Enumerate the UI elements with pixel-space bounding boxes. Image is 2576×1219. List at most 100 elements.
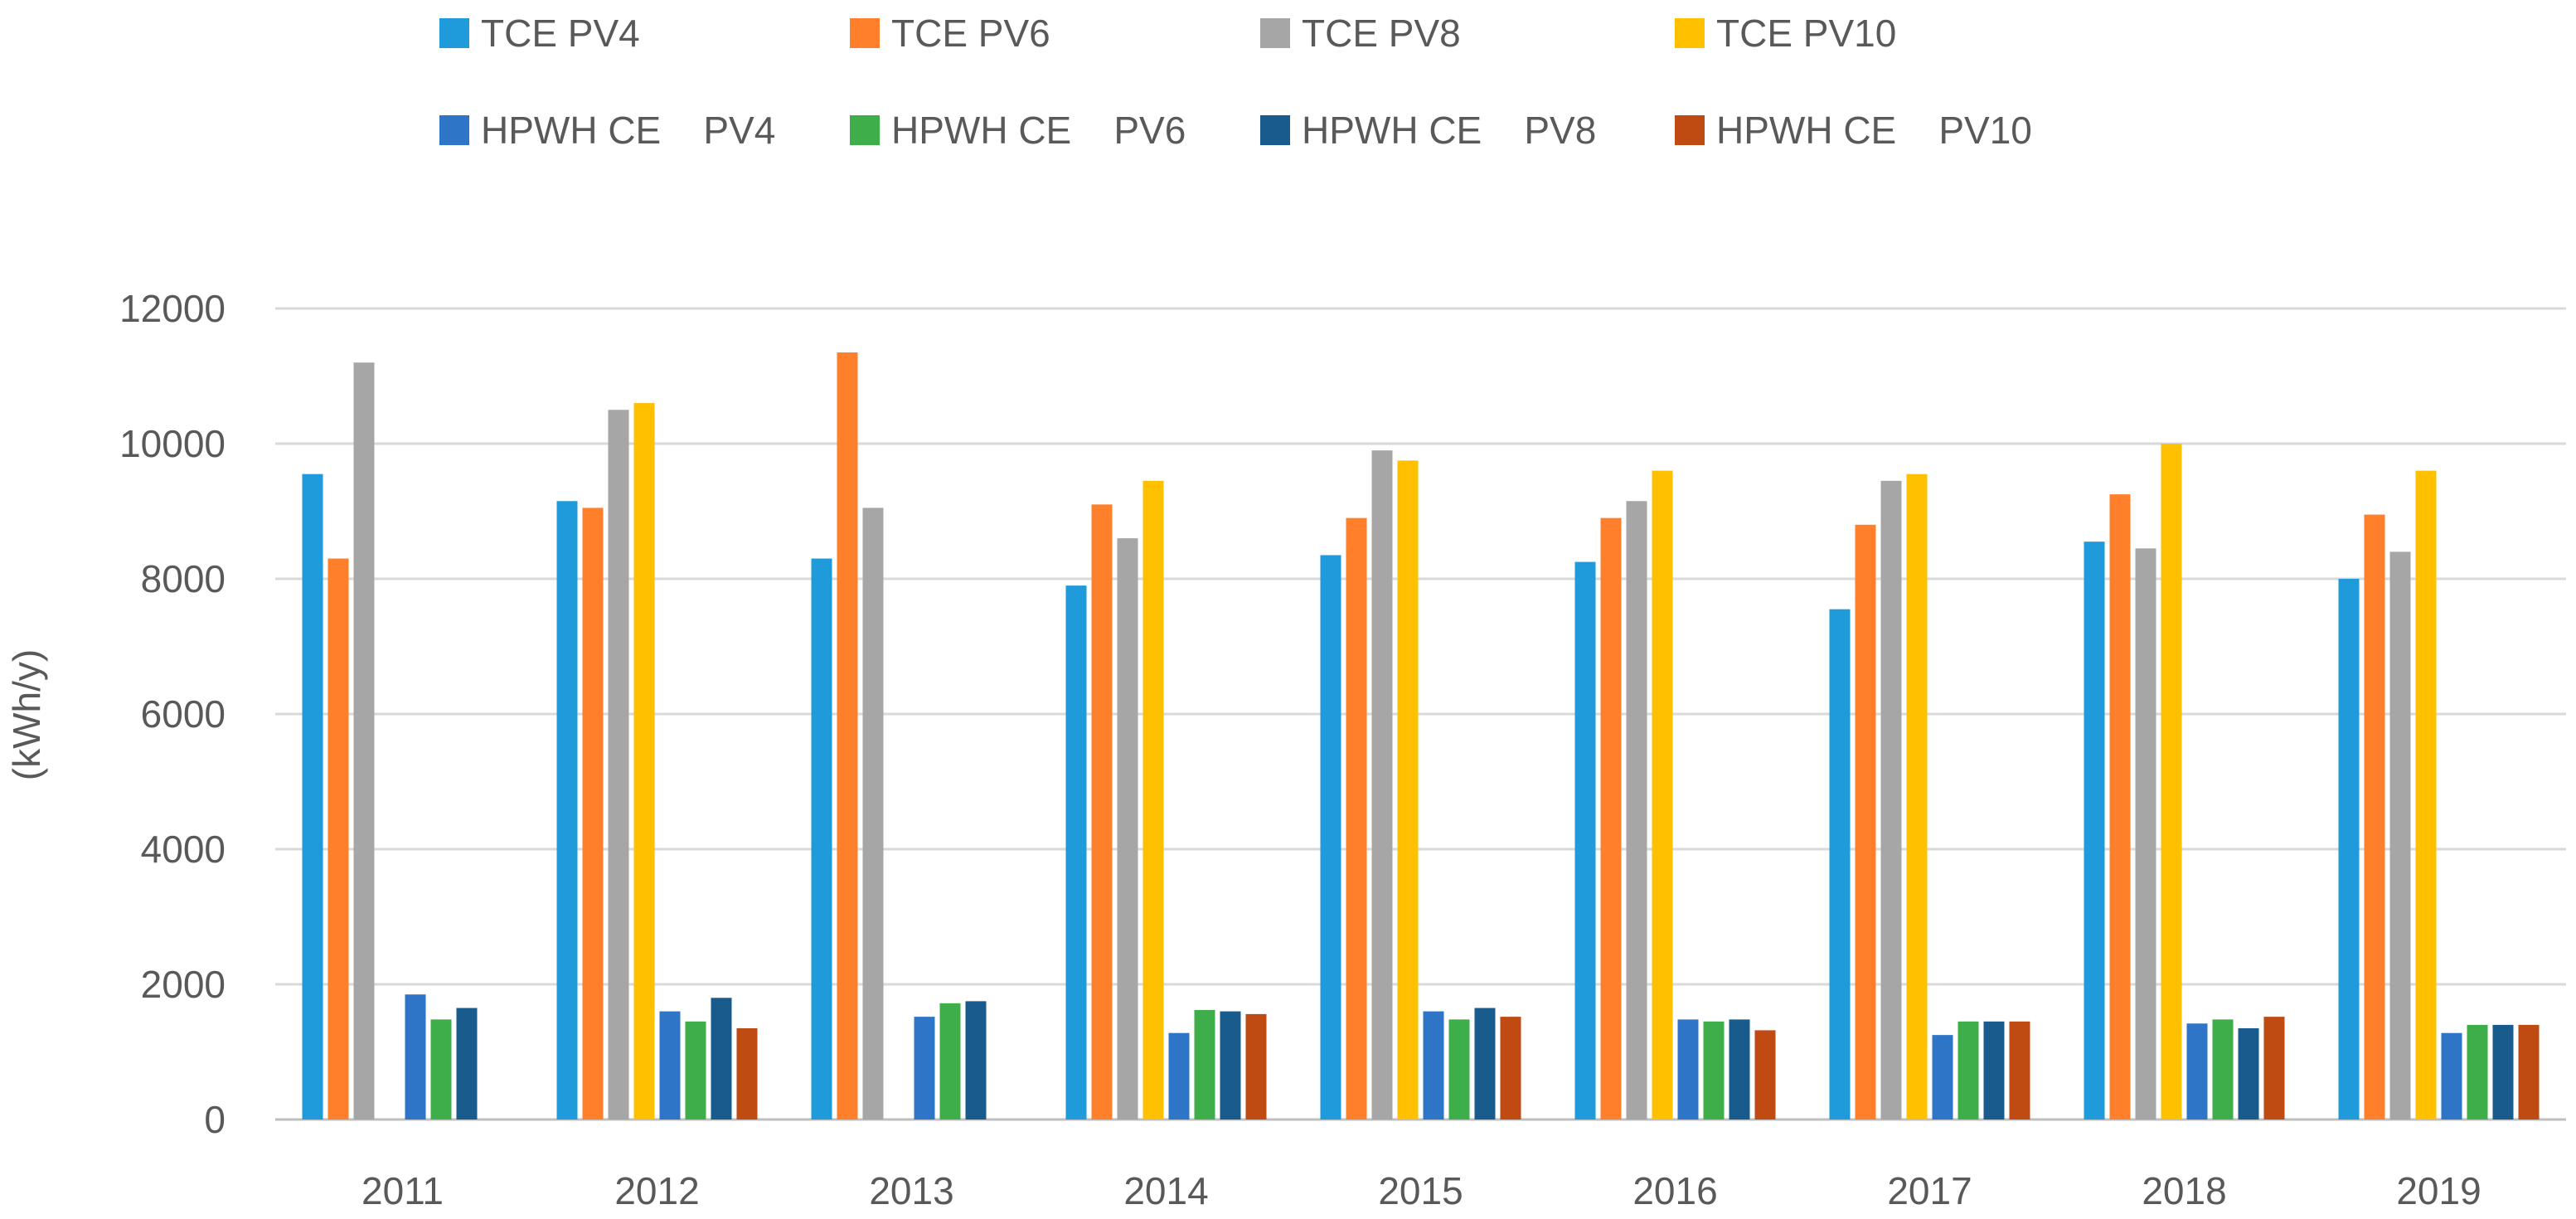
bar	[302, 474, 323, 1119]
bar	[1880, 480, 1902, 1119]
x-tick-label: 2015	[1378, 1169, 1463, 1212]
bar	[1117, 538, 1138, 1119]
legend-label: TCE PV6	[891, 12, 1050, 55]
legend-label: TCE PV4	[481, 12, 640, 55]
bars	[302, 352, 2540, 1120]
bar	[1091, 504, 1113, 1119]
bar	[736, 1027, 758, 1119]
bar	[1194, 1009, 1215, 1119]
bar	[2415, 470, 2437, 1119]
y-tick-label: 0	[204, 1098, 226, 1141]
bar	[837, 352, 858, 1120]
bar	[659, 1011, 681, 1119]
legend-label: HPWH CE PV4	[481, 109, 775, 152]
legend-label: HPWH CE PV8	[1302, 109, 1596, 152]
bar	[1855, 524, 1876, 1119]
bar	[633, 403, 655, 1120]
bar	[1754, 1030, 1776, 1119]
x-tick-label: 2011	[361, 1169, 444, 1212]
bar	[2518, 1024, 2540, 1119]
x-tick-label: 2019	[2396, 1169, 2481, 1212]
y-axis-title: (kWh/y)	[5, 649, 48, 780]
y-tick-label: 2000	[141, 963, 226, 1006]
x-tick-label: 2017	[1887, 1169, 1972, 1212]
x-tick-label: 2013	[869, 1169, 953, 1212]
bar	[2492, 1024, 2514, 1119]
bar	[2441, 1032, 2462, 1119]
bar	[1703, 1021, 1725, 1119]
x-axis: 2011 2012 2013 2014 2015 2016 2017 2018 2019	[361, 1169, 2481, 1212]
bar	[2009, 1021, 2030, 1119]
bar	[1346, 517, 1367, 1119]
bar	[1729, 1019, 1750, 1119]
bar	[1574, 561, 1596, 1119]
bar	[2212, 1019, 2234, 1119]
bar	[582, 508, 604, 1119]
bar	[862, 508, 884, 1119]
bar	[1142, 480, 1164, 1119]
legend-swatch	[439, 115, 469, 145]
bar	[2238, 1027, 2259, 1119]
bar	[2389, 551, 2411, 1119]
bar	[2338, 579, 2360, 1119]
bar	[456, 1008, 478, 1119]
bar	[2084, 542, 2105, 1119]
bar	[1957, 1021, 1979, 1119]
legend-swatch	[1675, 18, 1705, 48]
legend-label: HPWH CE PV10	[1716, 109, 2032, 152]
x-tick-label: 2014	[1123, 1169, 1208, 1212]
bar	[2186, 1023, 2208, 1119]
bar	[1983, 1021, 2005, 1119]
bar	[1677, 1019, 1699, 1119]
x-tick-label: 2016	[1632, 1169, 1717, 1212]
bar	[685, 1021, 706, 1119]
bar	[1500, 1017, 1521, 1119]
bar	[353, 362, 375, 1119]
bar	[1245, 1013, 1267, 1119]
bar	[914, 1017, 935, 1119]
bar	[2109, 494, 2131, 1119]
bar	[939, 1003, 961, 1119]
y-tick-label: 12000	[119, 287, 226, 330]
bar	[2161, 444, 2182, 1119]
bar	[1932, 1035, 1953, 1119]
bar	[1065, 585, 1087, 1119]
x-tick-label: 2018	[2142, 1169, 2226, 1212]
legend-swatch	[850, 115, 880, 145]
bar	[1397, 460, 1419, 1119]
y-tick-label: 6000	[141, 692, 226, 736]
bar	[1423, 1011, 1444, 1119]
y-tick-label: 4000	[141, 828, 226, 871]
bar	[2467, 1024, 2488, 1119]
legend-label: HPWH CE PV6	[891, 109, 1186, 152]
bar	[965, 1001, 987, 1119]
y-axis: 0 2000 4000 6000 8000 10000 12000	[119, 287, 226, 1141]
y-tick-label: 10000	[119, 422, 226, 465]
legend-label: TCE PV10	[1716, 12, 1896, 55]
legend: TCE PV4 TCE PV6 TCE PV8 TCE PV10 HPWH CE PV4…	[439, 12, 2032, 152]
bar	[1600, 517, 1622, 1119]
bar	[1371, 450, 1393, 1119]
legend-swatch	[1675, 115, 1705, 145]
legend-swatch	[1260, 115, 1290, 145]
legend-swatch	[1260, 18, 1290, 48]
bar	[2135, 548, 2156, 1119]
bar	[556, 501, 578, 1119]
bar	[1220, 1011, 1241, 1119]
bar	[1829, 609, 1851, 1119]
bar	[1626, 501, 1647, 1119]
x-tick-label: 2012	[614, 1169, 699, 1212]
bar	[2263, 1017, 2285, 1119]
gridlines	[275, 307, 2566, 1121]
bar	[2364, 514, 2385, 1119]
bar	[1320, 555, 1341, 1119]
y-tick-label: 8000	[141, 557, 226, 600]
bar	[608, 410, 629, 1119]
bar	[711, 998, 732, 1119]
legend-swatch	[850, 18, 880, 48]
legend-swatch	[439, 18, 469, 48]
bar	[1168, 1032, 1190, 1119]
bar	[1906, 474, 1928, 1119]
